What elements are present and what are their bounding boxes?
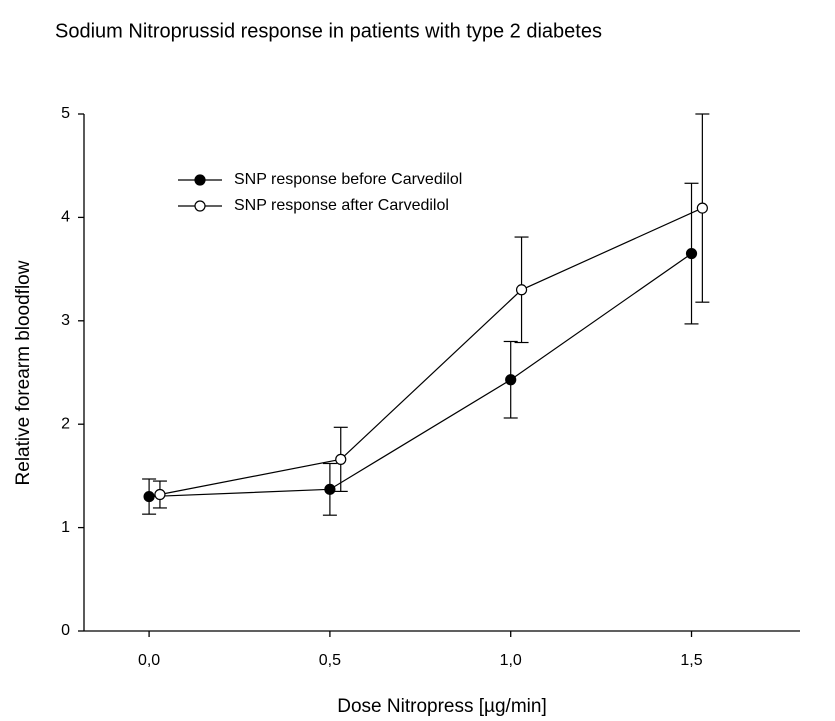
y-tick-label: 3 <box>61 312 70 329</box>
y-axis-title: Relative forearm bloodflow <box>13 260 34 485</box>
y-tick-label: 5 <box>61 105 70 122</box>
x-tick-label: 1,0 <box>500 652 522 669</box>
marker <box>335 453 347 465</box>
y-tick-label: 0 <box>61 622 70 639</box>
y-tick-label: 4 <box>61 209 70 226</box>
y-tick-label: 2 <box>61 415 70 432</box>
x-tick-label: 0,0 <box>138 652 160 669</box>
marker <box>685 247 698 260</box>
x-axis-title: Dose Nitropress [µg/min] <box>337 696 546 717</box>
legend-marker <box>194 200 206 212</box>
series-line <box>149 253 692 498</box>
x-tick-label: 0,5 <box>319 652 341 669</box>
chart-title: Sodium Nitroprussid response in patients… <box>55 20 602 42</box>
y-tick-label: 1 <box>61 519 70 536</box>
legend-marker <box>194 174 206 186</box>
marker <box>515 284 528 296</box>
marker <box>324 483 336 495</box>
marker <box>154 488 166 501</box>
legend-label: SNP response after Carvedilol <box>234 197 449 214</box>
marker <box>696 202 708 214</box>
legend-label: SNP response before Carvedilol <box>234 171 462 188</box>
x-tick-label: 1,5 <box>680 652 702 669</box>
marker <box>505 374 517 386</box>
series-line <box>159 207 703 496</box>
marker <box>143 490 155 503</box>
